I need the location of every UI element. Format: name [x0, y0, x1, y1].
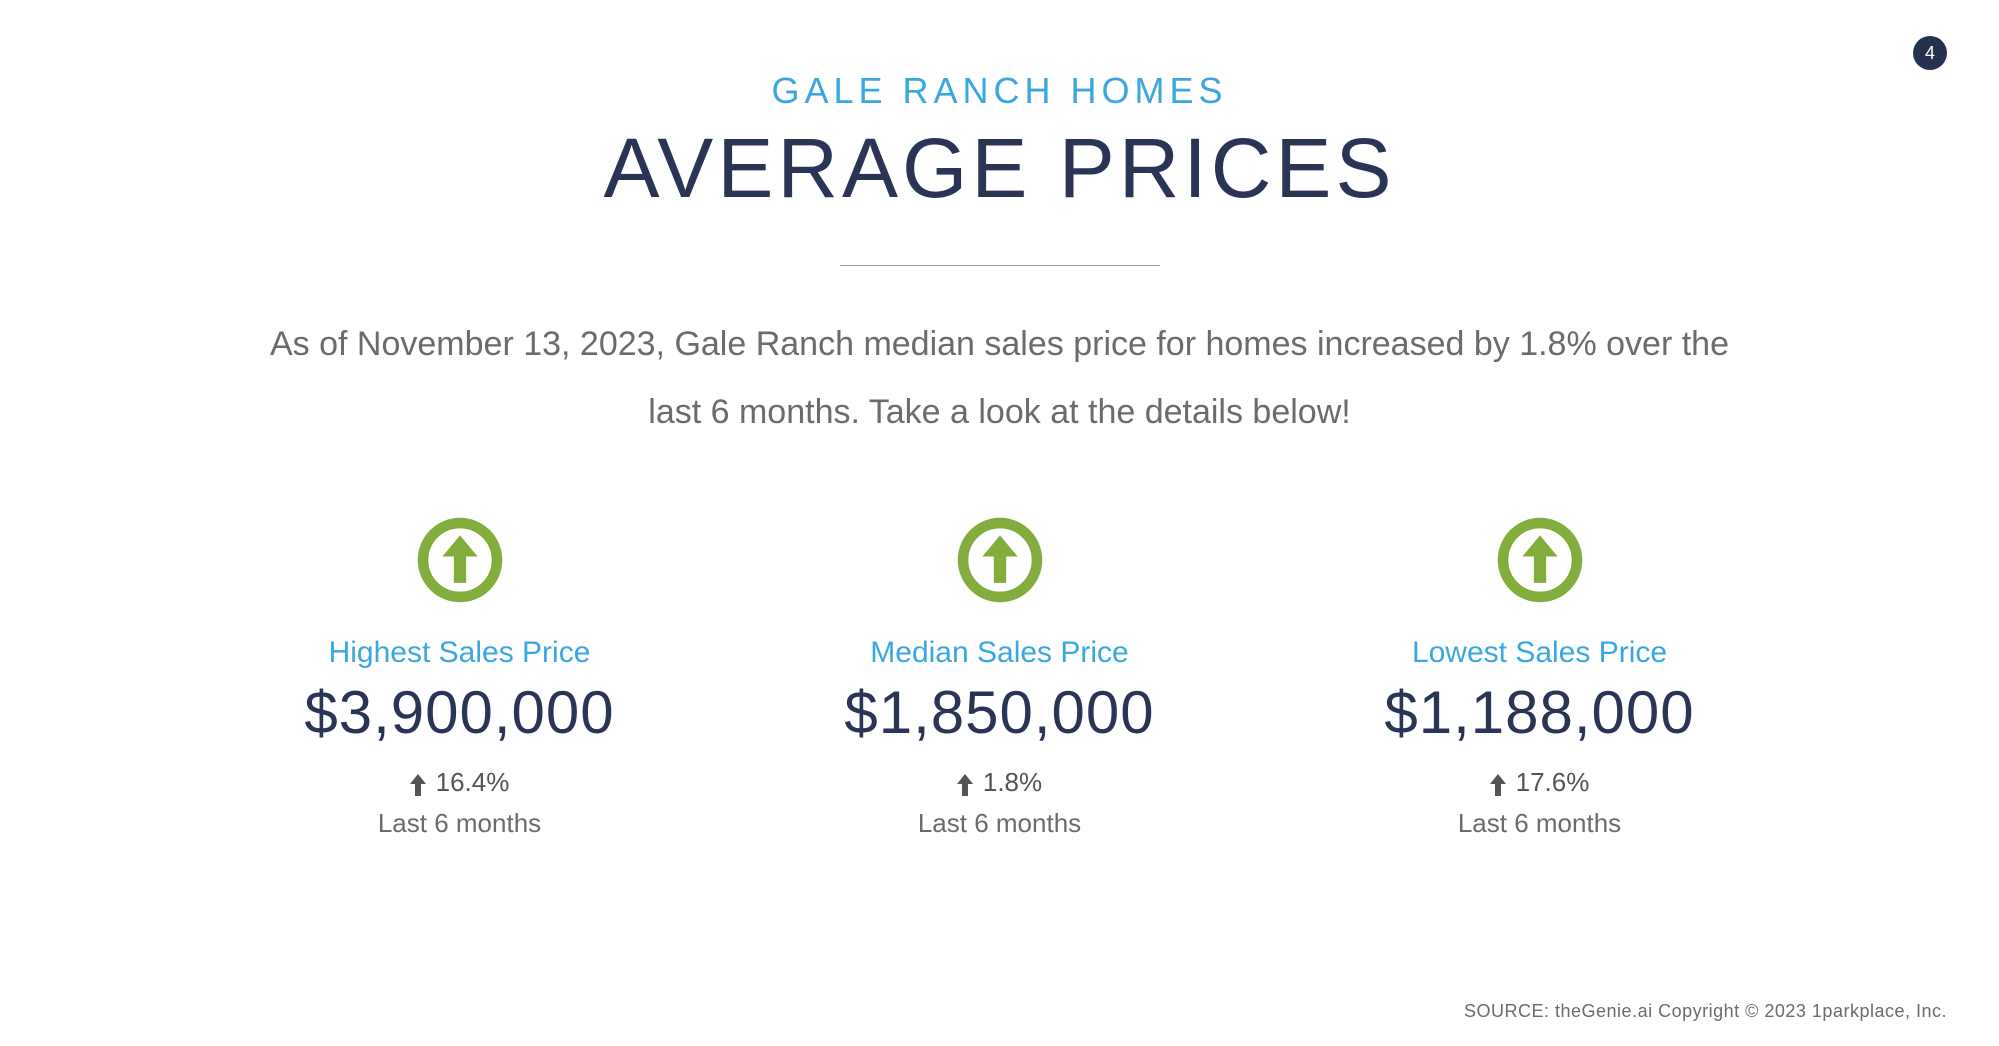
stat-change: 1.8% — [730, 767, 1270, 798]
stats-row: Highest Sales Price $3,900,000 16.4% Las… — [130, 516, 1870, 839]
page-number-badge: 4 — [1913, 36, 1947, 70]
up-arrow-ring-icon — [1496, 516, 1584, 604]
stat-change: 17.6% — [1270, 767, 1810, 798]
up-arrow-ring-icon — [956, 516, 1044, 604]
up-arrow-ring-icon — [416, 516, 504, 604]
stat-change-pct: 16.4% — [436, 767, 510, 798]
page-title: AVERAGE PRICES — [0, 120, 1999, 217]
stat-label: Median Sales Price — [730, 636, 1270, 670]
divider-rule — [840, 265, 1160, 266]
stat-change-pct: 17.6% — [1516, 767, 1590, 798]
stat-value: $3,900,000 — [190, 678, 730, 747]
stat-value: $1,188,000 — [1270, 678, 1810, 747]
eyebrow-text: GALE RANCH HOMES — [0, 70, 1999, 112]
stat-label: Highest Sales Price — [190, 636, 730, 670]
page-number: 4 — [1925, 43, 1935, 64]
up-arrow-icon — [410, 772, 426, 794]
stat-period: Last 6 months — [1270, 808, 1810, 839]
stat-label: Lowest Sales Price — [1270, 636, 1810, 670]
stat-period: Last 6 months — [730, 808, 1270, 839]
stat-change: 16.4% — [190, 767, 730, 798]
stat-change-pct: 1.8% — [983, 767, 1042, 798]
up-arrow-icon — [957, 772, 973, 794]
stat-median: Median Sales Price $1,850,000 1.8% Last … — [730, 516, 1270, 839]
up-arrow-icon — [1490, 772, 1506, 794]
stat-value: $1,850,000 — [730, 678, 1270, 747]
footer-source: SOURCE: theGenie.ai Copyright © 2023 1pa… — [1464, 1001, 1947, 1022]
header: GALE RANCH HOMES AVERAGE PRICES — [0, 0, 1999, 266]
stat-highest: Highest Sales Price $3,900,000 16.4% Las… — [190, 516, 730, 839]
intro-paragraph: As of November 13, 2023, Gale Ranch medi… — [240, 310, 1760, 446]
stat-lowest: Lowest Sales Price $1,188,000 17.6% Last… — [1270, 516, 1810, 839]
stat-period: Last 6 months — [190, 808, 730, 839]
